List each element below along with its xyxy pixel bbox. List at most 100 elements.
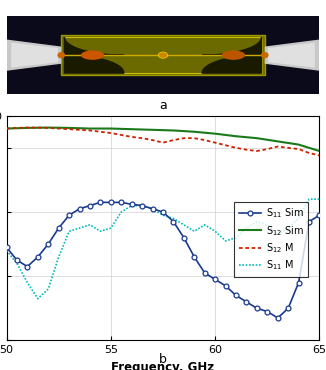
S$_{11}$ Sim [119,200,123,205]
Bar [65,37,261,73]
S$_{11}$ Sim [98,200,102,205]
S$_{11}$ Sim [5,245,8,249]
S$_{11}$ Sim [286,306,290,310]
S$_{12}$ Sim [130,127,134,131]
Polygon shape [202,55,261,73]
S$_{11}$ M [192,229,196,233]
S$_{12}$ Sim [213,131,217,136]
S$_{11}$ M [88,223,92,227]
S$_{11}$ M [57,255,61,259]
S$_{11}$ M [244,226,248,230]
S$_{12}$ M [130,135,134,139]
S$_{11}$ Sim [224,284,228,288]
S$_{11}$ M [15,261,19,266]
S$_{11}$ M [276,232,280,237]
S$_{11}$ M [161,213,165,218]
S$_{12}$ M [161,141,165,145]
S$_{12}$ M [25,125,29,130]
S$_{11}$ Sim [57,226,61,230]
S$_{12}$ M [192,136,196,140]
Polygon shape [11,43,58,68]
Polygon shape [65,55,124,73]
S$_{12}$ Sim [318,149,321,153]
S$_{12}$ Sim [88,126,92,131]
S$_{11}$ M [224,239,228,243]
S$_{11}$ M [151,206,155,211]
S$_{12}$ M [98,130,102,134]
S$_{11}$ Sim [36,255,40,259]
S$_{12}$ M [286,145,290,150]
S$_{12}$ Sim [151,128,155,132]
S$_{12}$ M [318,153,321,158]
S$_{12}$ M [203,138,207,142]
S$_{12}$ M [140,136,144,140]
S$_{11}$ Sim [255,306,259,310]
S$_{11}$ M [46,287,50,291]
S$_{11}$ M [234,235,238,240]
S$_{12}$ M [297,147,301,151]
S$_{11}$ M [307,197,311,201]
S$_{12}$ Sim [255,136,259,140]
S$_{11}$ Sim [318,213,321,218]
S$_{11}$ M [265,223,269,227]
S$_{12}$ Sim [171,128,175,133]
S$_{12}$ M [224,143,228,148]
S$_{12}$ M [15,126,19,130]
X-axis label: Frequency, GHz: Frequency, GHz [111,361,215,370]
S$_{12}$ M [234,145,238,150]
Line: S$_{12}$ M: S$_{12}$ M [7,128,319,155]
S$_{11}$ Sim [67,213,71,218]
Polygon shape [265,40,319,71]
S$_{12}$ M [78,128,82,132]
S$_{12}$ M [36,125,40,130]
S$_{11}$ M [78,226,82,230]
S$_{11}$ Sim [265,309,269,314]
S$_{12}$ M [265,147,269,151]
S$_{11}$ M [109,226,113,230]
S$_{12}$ Sim [25,126,29,130]
S$_{11}$ Sim [234,293,238,298]
S$_{11}$ M [318,197,321,201]
S$_{12}$ M [46,126,50,130]
S$_{11}$ M [286,226,290,230]
S$_{11}$ Sim [151,206,155,211]
S$_{11}$ M [297,216,301,221]
Line: S$_{11}$ M: S$_{11}$ M [7,199,319,299]
S$_{12}$ M [276,144,280,149]
S$_{12}$ Sim [234,134,238,138]
Polygon shape [7,40,61,71]
Legend: S$_{11}$ Sim, S$_{12}$ Sim, S$_{12}$ M, S$_{11}$ M: S$_{11}$ Sim, S$_{12}$ Sim, S$_{12}$ M, … [234,202,308,277]
S$_{11}$ Sim [307,219,311,224]
S$_{11}$ Sim [25,264,29,269]
S$_{11}$ M [130,204,134,208]
S$_{11}$ Sim [171,219,175,224]
S$_{11}$ M [203,223,207,227]
S$_{12}$ Sim [297,142,301,147]
S$_{12}$ M [255,149,259,153]
S$_{11}$ Sim [276,316,280,320]
S$_{11}$ Sim [182,235,186,240]
Polygon shape [202,37,261,55]
S$_{11}$ M [67,229,71,233]
S$_{11}$ Sim [297,280,301,285]
S$_{12}$ M [307,151,311,155]
S$_{12}$ M [88,128,92,133]
S$_{12}$ M [67,127,71,131]
S$_{12}$ M [151,138,155,142]
S$_{12}$ M [5,126,8,131]
Ellipse shape [81,50,104,60]
S$_{11}$ M [119,210,123,214]
S$_{11}$ Sim [130,202,134,206]
S$_{11}$ M [140,204,144,208]
S$_{12}$ M [244,148,248,152]
S$_{11}$ Sim [140,204,144,208]
Ellipse shape [57,52,65,58]
Line: S$_{12}$ Sim: S$_{12}$ Sim [7,128,319,151]
S$_{11}$ M [36,296,40,301]
S$_{12}$ M [119,133,123,137]
S$_{11}$ Sim [78,206,82,211]
Line: S$_{11}$ Sim: S$_{11}$ Sim [4,200,322,320]
S$_{11}$ M [171,216,175,221]
S$_{12}$ M [171,138,175,142]
S$_{11}$ M [98,229,102,233]
